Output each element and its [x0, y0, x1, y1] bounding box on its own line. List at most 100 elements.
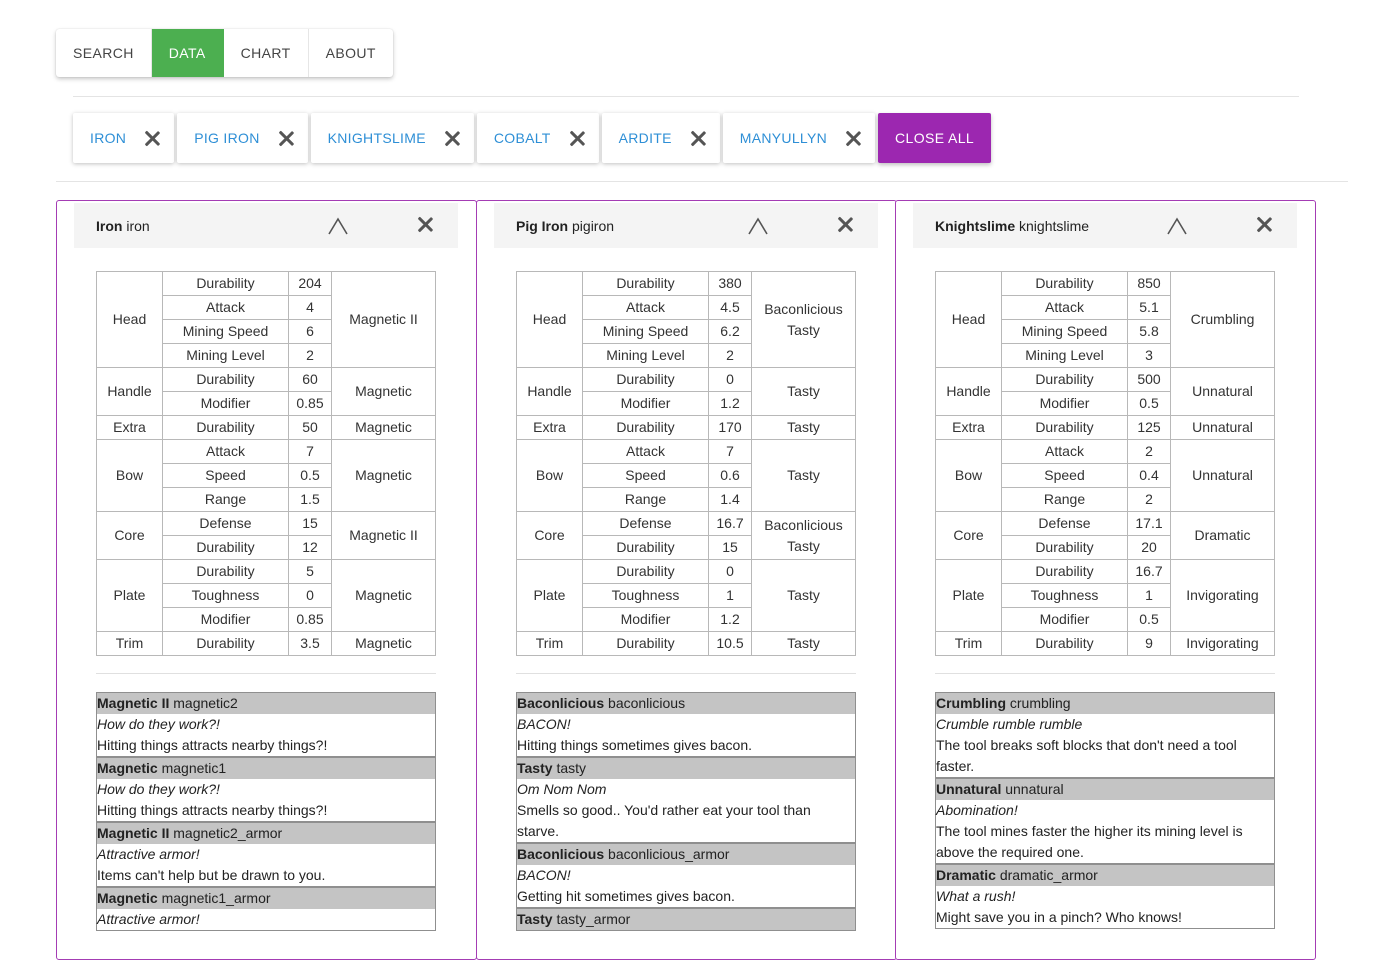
stat-value: 7	[288, 439, 332, 464]
close-all-button[interactable]: CLOSE ALL	[878, 113, 992, 163]
stat-name: Durability	[162, 271, 289, 296]
chevron-up-icon[interactable]	[328, 217, 348, 235]
close-icon[interactable]	[837, 216, 853, 232]
table-row: Plate Durability 16.7 Invigorating	[935, 559, 1275, 632]
part-name: Head	[516, 271, 583, 368]
part-traits: Tasty	[751, 439, 856, 512]
stat-value: 0	[708, 559, 752, 584]
trait-name: Baconlicious	[517, 695, 605, 711]
table-row: Head Durability 380 Baconlicious Tasty	[516, 271, 856, 368]
trait-description: Hitting things sometimes gives bacon.	[517, 737, 752, 753]
stat-name: Durability	[162, 367, 289, 392]
part-traits: Invigorating	[1170, 631, 1275, 656]
part-name: Trim	[935, 631, 1002, 656]
part-traits: Tasty	[751, 559, 856, 632]
part-traits: Magnetic II	[331, 271, 436, 368]
stat-value: 0.85	[288, 607, 332, 632]
stat-name: Durability	[582, 535, 709, 560]
stat-name: Attack	[582, 295, 709, 320]
tab-about[interactable]: ABOUT	[325, 45, 376, 61]
table-row: Modifier 0.5	[936, 391, 1275, 416]
chip-label[interactable]: KNIGHTSLIME	[327, 130, 426, 146]
close-icon[interactable]	[690, 130, 706, 146]
trait-id: tasty_armor	[556, 911, 631, 927]
trait-header: Crumbling crumbling	[936, 693, 1274, 714]
trait-id: magnetic1	[161, 760, 227, 776]
trait-name: Tasty	[517, 760, 553, 776]
close-icon[interactable]	[417, 216, 433, 232]
trait-card: Crumbling crumbling Crumble rumble rumble…	[935, 692, 1275, 778]
table-row: Plate Durability 5 Magnetic	[96, 559, 436, 632]
chip-label[interactable]: COBALT	[493, 130, 551, 146]
chip-label[interactable]: PIG IRON	[194, 130, 260, 146]
material-id: pigiron	[572, 217, 615, 234]
trait-label: Magnetic	[355, 419, 412, 435]
trait-label: Crumbling	[1190, 311, 1255, 327]
trait-quote: Attractive armor!	[97, 911, 200, 927]
table-row: Range 1.4	[517, 487, 856, 512]
chip-ardite[interactable]: ARDITE	[601, 113, 720, 163]
close-icon[interactable]	[569, 130, 585, 146]
panel-header: Iron iron	[74, 203, 458, 248]
chip-label[interactable]: IRON	[90, 130, 127, 146]
chip-label[interactable]: ARDITE	[618, 130, 672, 146]
material-panel: Iron iron Head Durability 204 Magnetic II Att…	[56, 200, 477, 960]
trait-description: Getting hit sometimes gives bacon.	[517, 888, 735, 904]
tab-chart[interactable]: CHART	[224, 29, 309, 77]
trait-description: The tool breaks soft blocks that don't n…	[936, 737, 1237, 774]
nav-tabs: SEARCH DATA CHART ABOUT	[56, 29, 393, 77]
part-traits: Baconlicious Tasty	[751, 511, 856, 560]
stat-value: 4.5	[708, 295, 752, 320]
stat-value: 1.2	[708, 607, 752, 632]
stat-name: Modifier	[162, 607, 289, 632]
trait-quote: Abomination!	[936, 802, 1018, 818]
chevron-up-icon[interactable]	[748, 217, 768, 235]
table-row: Mining Speed 6	[97, 319, 436, 344]
trait-card: Tasty tasty_armor	[516, 908, 856, 931]
tab-search[interactable]: SEARCH	[56, 29, 152, 77]
chip-pig-iron[interactable]: PIG IRON	[177, 113, 308, 163]
trait-label: Tasty	[787, 467, 820, 483]
trait-description: The tool mines faster the higher its min…	[936, 823, 1243, 860]
trait-header: Dramatic dramatic_armor	[936, 865, 1274, 886]
stat-value: 850	[1127, 271, 1171, 296]
trait-label: Magnetic II	[349, 311, 418, 327]
stat-value: 5.8	[1127, 319, 1171, 344]
table-row: Toughness 0	[97, 583, 436, 608]
stat-name: Defense	[1001, 511, 1128, 536]
close-icon[interactable]	[144, 130, 160, 146]
trait-label: Magnetic	[355, 383, 412, 399]
close-icon[interactable]	[278, 130, 294, 146]
stats-table: Head Durability 204 Magnetic II Attack 4 Minin…	[96, 271, 436, 656]
chip-label[interactable]: MANYULLYN	[739, 130, 828, 146]
trait-label: Unnatural	[1192, 419, 1253, 435]
divider	[96, 673, 436, 674]
stat-name: Defense	[162, 511, 289, 536]
material-panel: Knightslime knightslime Head Durability 850…	[895, 200, 1316, 960]
part-name: Core	[96, 511, 163, 560]
close-icon[interactable]	[444, 130, 460, 146]
trait-name: Tasty	[517, 911, 553, 927]
chip-iron[interactable]: IRON	[73, 113, 175, 163]
tab-data[interactable]: DATA	[151, 29, 224, 77]
material-name: Knightslime	[935, 217, 1016, 234]
close-icon[interactable]	[845, 130, 861, 146]
stat-value: 9	[1127, 631, 1171, 656]
chevron-up-icon[interactable]	[1167, 217, 1187, 235]
stat-value: 0.4	[1127, 463, 1171, 488]
stat-value: 1.2	[708, 391, 752, 416]
chip-cobalt[interactable]: COBALT	[476, 113, 599, 163]
trait-quote: Attractive armor!	[97, 846, 200, 862]
table-row: Trim Durability 10.5 Tasty	[516, 631, 856, 656]
close-icon[interactable]	[1256, 216, 1272, 232]
chip-manyullyn[interactable]: MANYULLYN	[722, 113, 876, 163]
table-row: Mining Speed 6.2	[517, 319, 856, 344]
chip-knightslime[interactable]: KNIGHTSLIME	[310, 113, 474, 163]
trait-quote: What a rush!	[936, 888, 1016, 904]
stats-table: Head Durability 380 Baconlicious Tasty Attack…	[516, 271, 856, 656]
trait-label: Tasty	[787, 635, 820, 651]
trait-id: magnetic1_armor	[161, 890, 271, 906]
stat-name: Range	[1001, 487, 1128, 512]
stat-value: 4	[288, 295, 332, 320]
part-traits: Baconlicious Tasty	[751, 271, 856, 368]
